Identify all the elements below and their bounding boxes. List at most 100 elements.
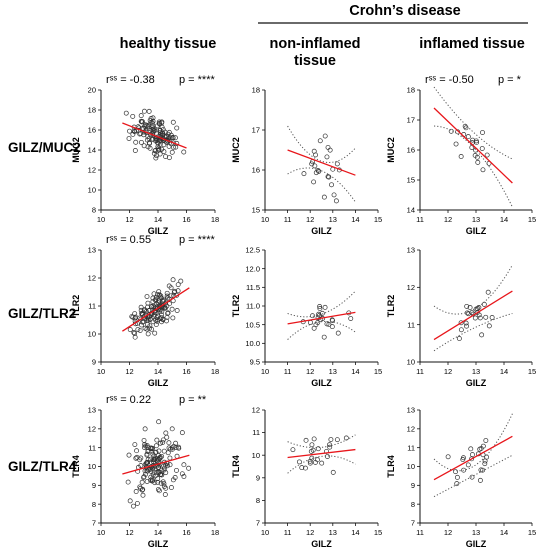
x-tick-label: 11 [416,528,424,537]
data-point [161,136,167,142]
data-point [170,477,176,483]
data-point [155,140,160,146]
data-point [160,439,166,445]
data-point [156,147,162,152]
data-point [172,135,178,141]
y-tick-label: 8 [92,500,96,509]
x-axis-title: GILZ [311,226,332,236]
x-axis-title: GILZ [311,539,332,549]
data-point [152,330,158,336]
x-axis-title: GILZ [148,378,169,388]
spearman-r-label: rˢˢ = 0.55 [106,234,151,246]
data-point [150,319,156,325]
data-point [141,437,147,443]
data-point [153,155,159,161]
data-point [150,299,156,304]
x-tick-label: 11 [284,528,292,537]
data-point [167,135,173,141]
data-point [458,320,464,326]
data-point [129,314,135,320]
data-point [145,459,151,465]
x-tick-label: 14 [351,215,359,224]
data-point [464,303,470,309]
data-point [461,467,467,473]
data-point [161,149,167,155]
data-point [127,128,132,134]
data-point [158,467,164,473]
data-point [125,479,131,485]
x-tick-label: 16 [182,528,190,537]
y-tick-label: 16 [252,166,260,175]
data-point [453,469,459,475]
data-point [168,485,174,490]
data-point [133,489,139,494]
data-point [176,444,181,450]
data-point [328,437,334,442]
data-point [149,127,155,133]
y-tick-label: 10 [88,330,96,339]
y-axis-title: TLR4 [386,455,396,478]
data-point [151,457,157,463]
data-point [166,283,172,289]
y-tick-label: 14 [407,206,415,215]
data-point [175,282,181,288]
data-point [131,503,136,509]
regression-line [287,448,356,459]
data-point [155,453,161,458]
data-point [153,322,159,327]
data-point [139,322,145,328]
p-value-label: p = * [498,74,522,86]
confidence-band-lower [433,454,513,498]
x-tick-label: 12 [306,528,314,537]
data-point [474,154,480,160]
data-point [315,446,321,452]
row-label-tlr4: GILZ/TLR4 [8,459,77,474]
x-tick-label: 14 [500,215,508,224]
data-point [140,486,146,492]
column-header-inflamed: inflamed tissue [419,36,525,52]
data-point [324,454,330,459]
data-point [317,306,323,311]
row-label-muc2: GILZ/MUC2 [8,140,81,155]
data-point [160,437,166,443]
y-tick-label: 9 [411,481,415,490]
data-point [321,194,327,200]
x-tick-label: 10 [261,215,269,224]
data-point [145,321,150,327]
data-point [150,115,156,121]
y-tick-label: 11 [88,302,96,311]
y-tick-label: 12.0 [245,264,260,273]
data-point [329,182,334,188]
x-tick-label: 18 [211,528,219,537]
scatter-panel-muc2-1: 10 11 12 13 14 15 15 16 17 18 GILZ MUC2 [231,86,382,236]
y-tick-label: 12 [407,283,415,292]
data-point [134,500,140,506]
data-point [170,134,176,140]
confidence-band-lower [433,125,513,208]
data-point [178,278,184,284]
y-axis-title: MUC2 [71,137,81,163]
x-tick-label: 10 [97,215,105,224]
x-tick-label: 15 [528,215,536,224]
data-point [154,437,160,443]
confidence-band-upper [287,434,356,449]
data-point [163,470,169,476]
data-point [331,192,337,198]
data-point [477,315,483,321]
data-point [138,139,144,145]
data-point [469,474,475,480]
data-point [169,446,175,452]
y-tick-label: 13 [407,406,415,415]
data-point [476,312,482,318]
y-tick-label: 10 [407,462,415,471]
data-point [161,448,167,454]
y-tick-label: 9 [92,358,96,367]
y-tick-label: 10 [88,462,96,471]
data-point [334,437,340,443]
data-point [162,492,168,497]
x-tick-label: 18 [211,367,219,376]
data-point [335,330,341,336]
data-point [158,480,164,486]
data-point [325,144,331,150]
data-point [145,300,151,306]
